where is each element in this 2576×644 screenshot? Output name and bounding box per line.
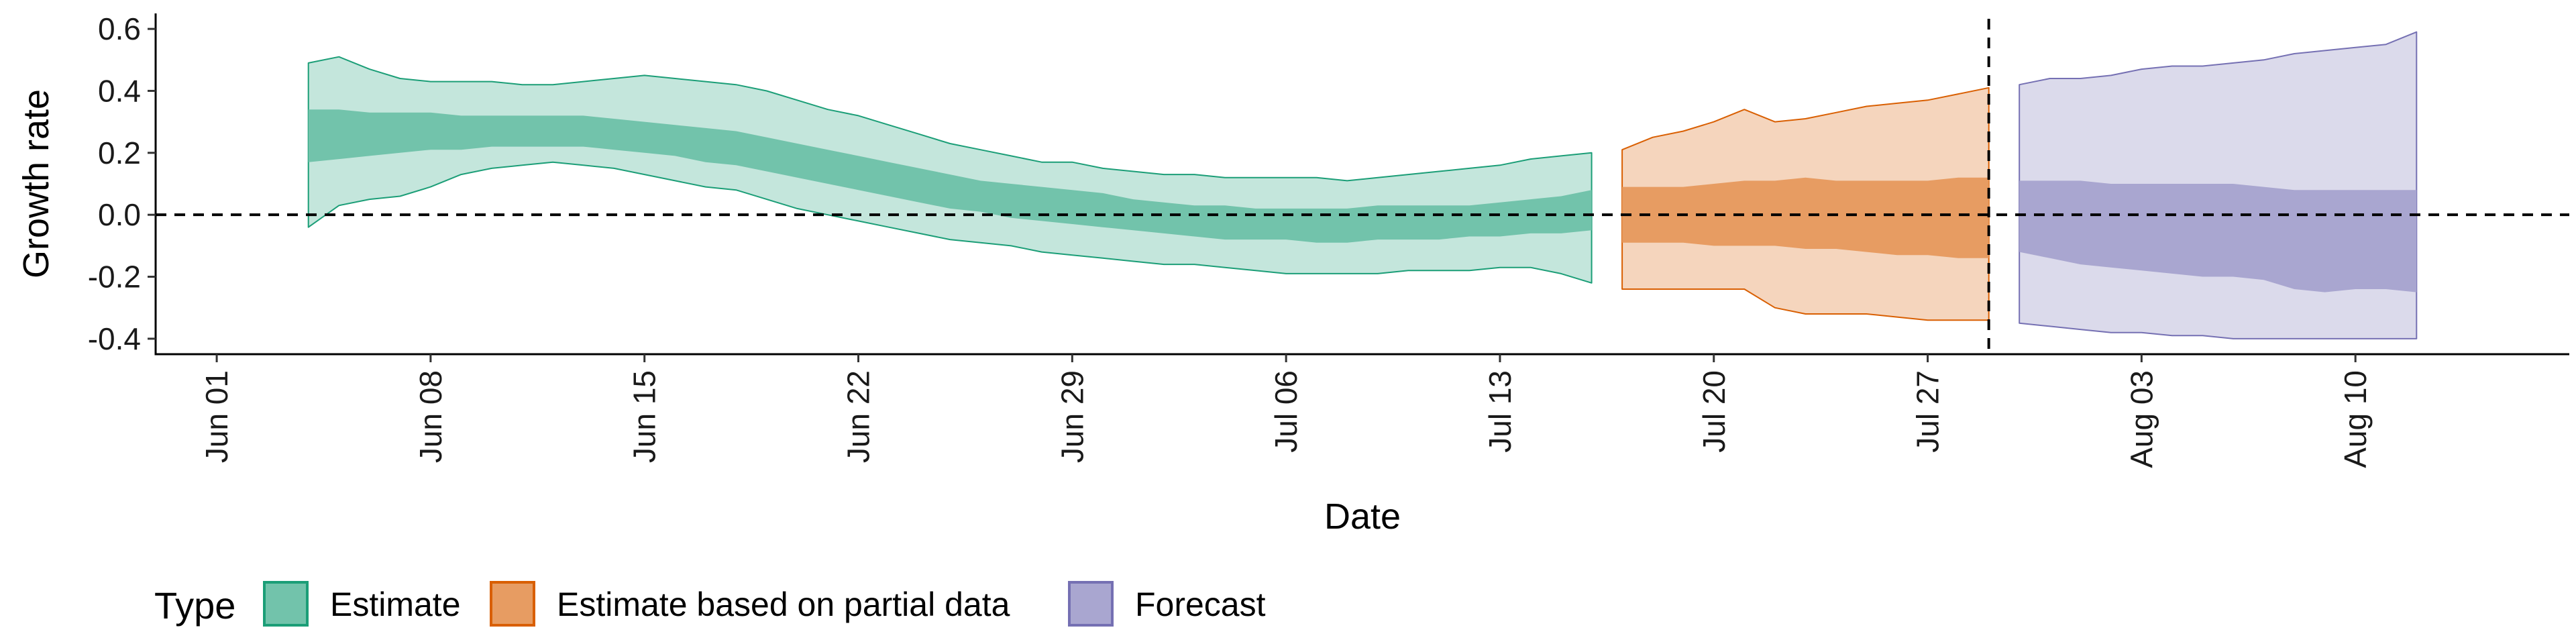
x-tick-label: Jul 13: [1483, 370, 1517, 453]
y-tick-label: -0.2: [88, 260, 141, 294]
estimate-outer-band: [307, 56, 1593, 284]
x-tick-label: Jul 20: [1697, 370, 1731, 453]
estimate-based-on-partial-data-legend-key: [490, 581, 535, 627]
estimate-based-on-partial-data-inner-band: [1622, 177, 1989, 258]
y-axis-ticks: -0.4 -0.2 0.0 0.2 0.4 0.6: [88, 11, 156, 356]
x-tick-label: Jun 01: [199, 370, 234, 463]
estimate-inner-band: [308, 109, 1592, 243]
y-axis-title: Growth rate: [16, 89, 56, 278]
y-tick-label: 0.0: [98, 197, 141, 232]
reference-lines: [156, 19, 2569, 354]
estimate-legend-key: [263, 581, 309, 627]
x-axis-title: Date: [1324, 496, 1401, 537]
forecast-series: [2019, 31, 2418, 339]
estimate-based-on-partial-data-series: [1621, 87, 1990, 321]
x-tick-label: Aug 03: [2124, 370, 2159, 468]
x-tick-label: Jun 15: [627, 370, 662, 463]
x-tick-label: Jul 27: [1911, 370, 1945, 453]
x-tick-label: Jun 29: [1055, 370, 1089, 463]
x-axis-ticks: Jun 01 Jun 08 Jun 15 Jun 22 Jun 29 Jul 06 Jul …: [199, 354, 2373, 468]
y-tick-label: 0.6: [98, 11, 141, 46]
axes: [154, 13, 2569, 356]
y-tick-label: 0.2: [98, 136, 141, 170]
estimate-based-on-partial-data-legend-label: Estimate based on partial data: [557, 586, 1010, 623]
forecast-legend-label: Forecast: [1135, 586, 1266, 623]
x-tick-label: Aug 10: [2338, 370, 2373, 468]
estimate-legend-label: Estimate: [330, 586, 461, 623]
legend-title: Type: [154, 584, 235, 627]
x-tick-label: Jun 22: [841, 370, 876, 463]
forecast-legend-key: [1068, 581, 1114, 627]
plot-area: [307, 31, 2418, 339]
legend: Type Estimate Estimate based on partial d…: [154, 581, 1266, 627]
x-tick-label: Jul 06: [1269, 370, 1303, 453]
forecast-inner-band: [2019, 180, 2417, 292]
y-tick-label: -0.4: [88, 321, 141, 356]
estimate-series: [307, 56, 1593, 284]
y-tick-label: 0.4: [98, 73, 141, 108]
x-tick-label: Jun 08: [413, 370, 448, 463]
